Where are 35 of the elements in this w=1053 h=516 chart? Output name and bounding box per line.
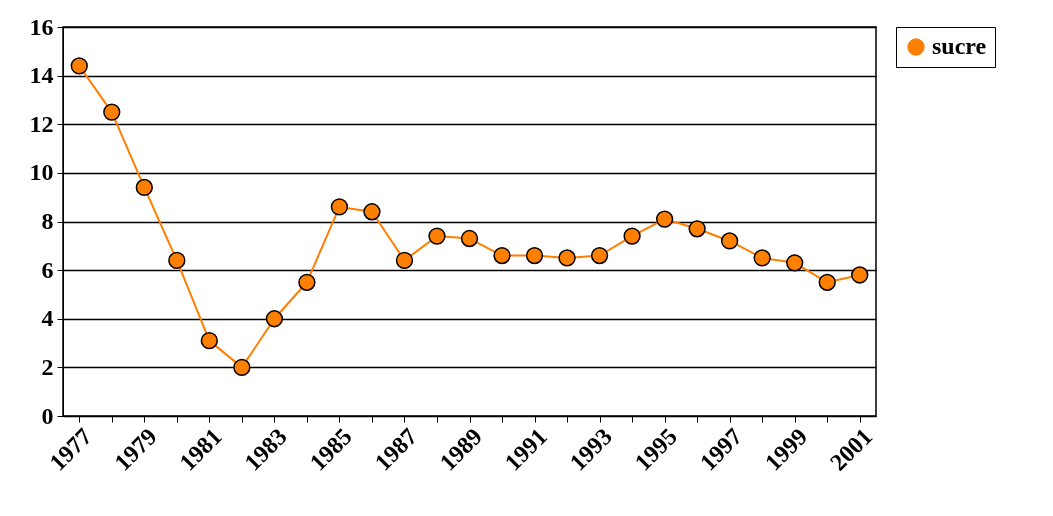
y-tick-label: 16 xyxy=(29,13,54,40)
point xyxy=(103,103,121,121)
point xyxy=(590,246,609,265)
point xyxy=(330,198,349,216)
point xyxy=(135,178,153,197)
y-tick-label: 14 xyxy=(29,62,54,89)
y-tick-label: 4 xyxy=(41,305,54,332)
y-tick-label: 10 xyxy=(29,159,54,186)
point xyxy=(168,251,186,270)
y-tick-label: 6 xyxy=(41,256,54,283)
point xyxy=(655,210,674,228)
point xyxy=(233,358,251,377)
y-tick-label: 12 xyxy=(29,110,54,137)
point xyxy=(70,57,88,75)
point xyxy=(623,227,641,245)
point xyxy=(428,227,446,245)
point xyxy=(298,273,316,291)
y-tick-label: 8 xyxy=(41,208,54,234)
point xyxy=(721,232,739,250)
point xyxy=(460,229,479,248)
point xyxy=(493,246,511,265)
point xyxy=(395,251,414,270)
point xyxy=(786,254,804,272)
point xyxy=(688,220,706,238)
point xyxy=(753,249,771,267)
point xyxy=(265,310,284,328)
y-tick-label: 0 xyxy=(41,402,54,429)
y-tick-label: 2 xyxy=(41,353,54,380)
point xyxy=(363,203,381,221)
point xyxy=(558,249,576,267)
legend-label: sucre xyxy=(932,33,987,59)
point xyxy=(818,273,836,291)
point xyxy=(851,266,869,284)
point xyxy=(200,331,218,350)
point xyxy=(525,246,544,265)
